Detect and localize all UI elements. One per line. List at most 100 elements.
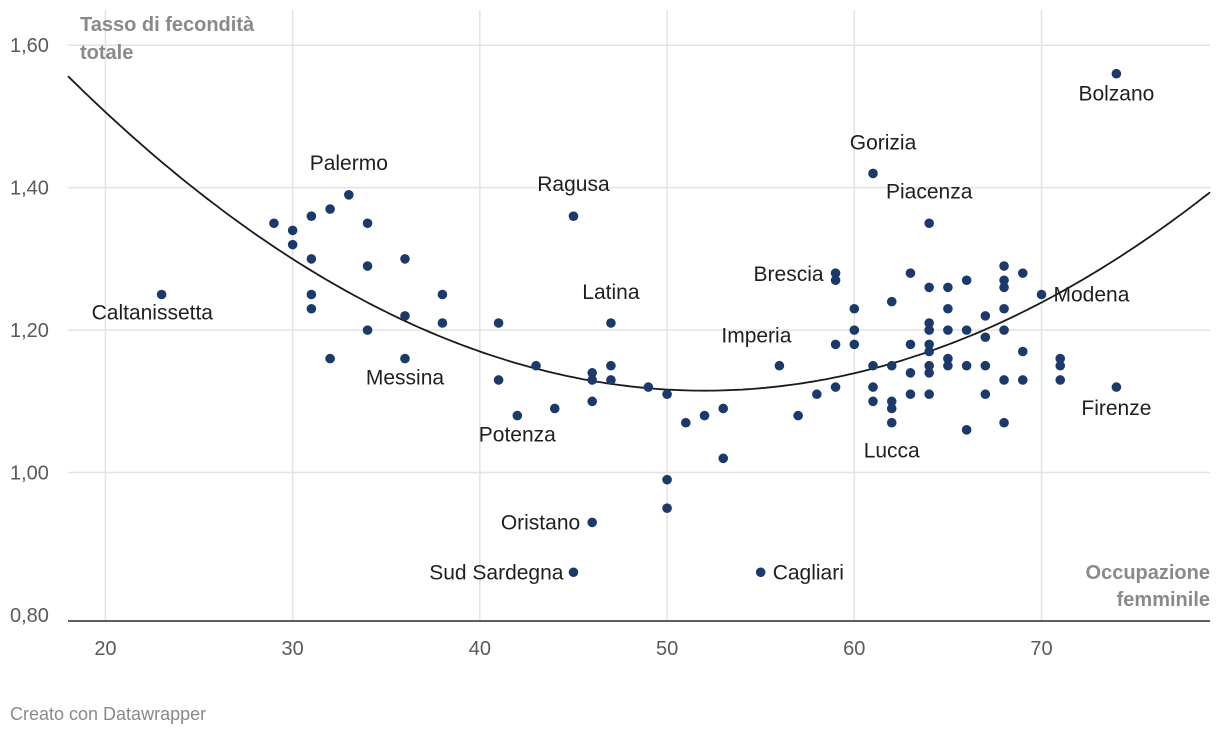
point-label-latina: Latina [582, 281, 640, 304]
data-point [493, 318, 504, 328]
data-point [924, 325, 934, 335]
axes: Tasso di fecondità totale Occupazione fe… [10, 14, 1210, 660]
data-point [943, 360, 953, 371]
data-point [287, 239, 298, 250]
point-label-modena: Modena [1054, 284, 1130, 307]
data-point [606, 375, 616, 385]
x-tick-label: 70 [1030, 638, 1052, 660]
data-point [662, 474, 672, 485]
data-point [400, 254, 410, 264]
x-tick-label: 20 [94, 638, 116, 660]
data-point [1055, 360, 1066, 371]
data-points [156, 68, 1122, 578]
y-axis-title-line-2: totale [80, 42, 133, 64]
data-point [681, 417, 691, 428]
point-label-lucca: Lucca [864, 440, 920, 463]
data-point [943, 353, 953, 364]
data-point [1036, 289, 1047, 300]
data-point [1017, 375, 1028, 385]
data-point [1055, 353, 1066, 364]
data-point [905, 268, 916, 278]
data-point [980, 311, 991, 321]
footer-credit: Creato con Datawrapper [10, 704, 207, 724]
data-point [718, 453, 729, 464]
data-point [549, 403, 560, 414]
data-point [943, 303, 953, 314]
data-point [924, 360, 934, 371]
y-tick-label: 0,80 [10, 605, 49, 627]
data-point [587, 375, 597, 385]
data-point [924, 389, 934, 400]
x-axis-title-line-2: femminile [1117, 589, 1210, 611]
data-point [793, 410, 803, 421]
point-label-cagliari: Cagliari [773, 561, 844, 584]
data-point [587, 396, 597, 407]
point-label-oristano: Oristano [501, 511, 580, 534]
x-axis-title-line-1: Occupazione [1086, 562, 1210, 584]
data-point [980, 332, 991, 343]
data-point [662, 503, 672, 513]
data-point [999, 375, 1009, 385]
gridlines [68, 10, 1210, 621]
data-point [999, 417, 1009, 428]
point-label-gorizia: Gorizia [850, 131, 917, 154]
data-point [886, 417, 897, 428]
point-label-messina: Messina [366, 367, 445, 390]
data-point [718, 403, 729, 414]
data-point [980, 360, 991, 371]
data-point [325, 204, 335, 214]
data-point [830, 339, 841, 350]
point-label-palermo: Palermo [310, 152, 388, 175]
data-point [849, 303, 860, 314]
data-point [306, 254, 317, 264]
point-labels: Caltanissetta Palermo Messina Potenza Ragusa… [92, 83, 1155, 585]
data-point [362, 218, 373, 229]
data-point [886, 360, 897, 371]
data-point [999, 275, 1009, 286]
data-point [812, 389, 822, 400]
point-label-potenza: Potenza [479, 424, 556, 447]
data-point [643, 382, 654, 392]
data-point [568, 211, 579, 221]
data-point [886, 296, 897, 307]
data-point [999, 261, 1009, 271]
point-label-piacenza: Piacenza [886, 180, 973, 203]
data-point [606, 360, 616, 371]
data-point [924, 282, 934, 293]
data-point [905, 389, 916, 400]
data-point [568, 567, 579, 578]
data-point [849, 325, 860, 335]
data-point [849, 339, 860, 350]
data-point [905, 339, 916, 350]
x-tick-label: 50 [656, 638, 678, 660]
point-label-caltanissetta: Caltanissetta [92, 302, 214, 325]
data-point [699, 410, 710, 421]
data-point [830, 382, 841, 392]
data-point [868, 396, 878, 407]
data-point [156, 289, 167, 300]
x-tick-label: 60 [843, 638, 865, 660]
data-point [287, 225, 298, 236]
point-label-imperia: Imperia [721, 325, 791, 348]
data-point [306, 289, 317, 300]
y-tick-label: 1,00 [10, 463, 49, 485]
data-point [868, 360, 878, 371]
data-point [531, 360, 541, 371]
data-point [400, 311, 410, 321]
point-label-brescia: Brescia [754, 263, 824, 286]
data-point [493, 375, 504, 385]
data-point [774, 360, 785, 371]
data-point [868, 168, 878, 179]
data-point [924, 368, 934, 378]
y-tick-label: 1,20 [10, 320, 49, 342]
x-tick-label: 40 [469, 638, 491, 660]
data-point [961, 275, 972, 286]
data-point [999, 325, 1009, 335]
data-point [943, 282, 953, 293]
data-point [980, 389, 991, 400]
point-label-bolzano: Bolzano [1078, 83, 1154, 106]
data-point [325, 353, 335, 364]
point-label-sud-sardegna: Sud Sardegna [429, 561, 564, 584]
data-point [924, 346, 934, 357]
data-point [868, 382, 878, 392]
